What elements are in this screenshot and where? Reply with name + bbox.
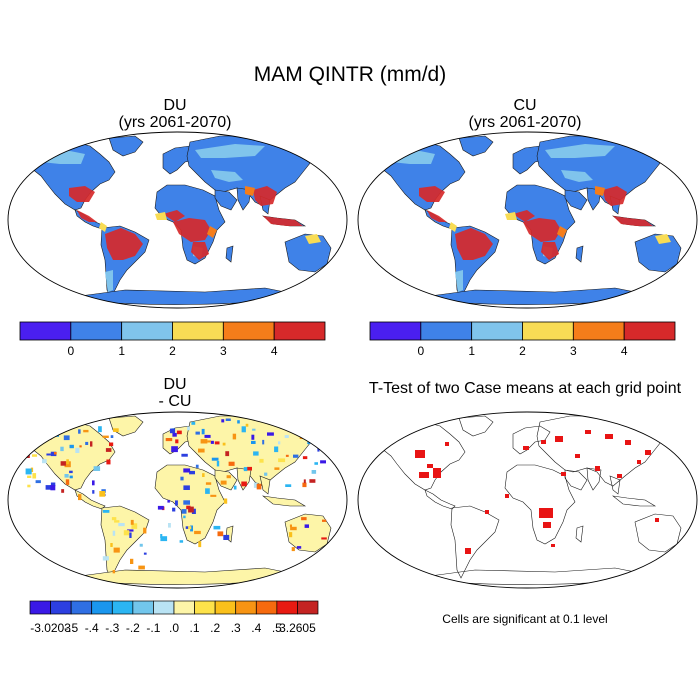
colorbar-swatch-2 (70, 600, 93, 615)
colorbar-swatch-0 (19, 321, 72, 341)
colorbar-swatch-8 (194, 600, 216, 615)
colorbar-swatch-9 (214, 600, 237, 615)
graticule-frame (357, 411, 698, 589)
colorbar-tick-label: 3 (570, 344, 577, 358)
colorbar-tick-label: .0 (169, 621, 179, 635)
colorbar-swatch-6 (153, 600, 175, 615)
colorbar-tick-label: 2 (169, 344, 176, 358)
colorbar-tick-label: 3.2605 (279, 621, 316, 635)
colorbar-tick-label: -3.0203 (30, 621, 71, 635)
colorbar-tick-label: 4 (271, 344, 278, 358)
colorbar-tick-label: 1 (118, 344, 125, 358)
panel-du-title: DU (yrs 2061-2070) (50, 97, 300, 131)
colorbar-swatch-1 (50, 600, 72, 615)
colorbar-du: 0 1 2 3 4 (19, 321, 326, 358)
colorbar-tick-label: -.1 (146, 621, 160, 635)
panel-ttest-title: T-Test of two Case means at each grid po… (368, 380, 682, 397)
graticule-frame (7, 131, 348, 309)
colorbar-tick-label: .1 (190, 621, 200, 635)
map-ttest (357, 411, 698, 589)
high-value-regions (419, 186, 653, 260)
panel-du-title-line1: DU (163, 97, 187, 114)
colorbar-swatch-13 (297, 600, 319, 615)
colorbar-swatch-11 (255, 600, 278, 615)
colorbar-tick-label: 4 (621, 344, 628, 358)
colorbar-swatch-0 (369, 321, 422, 341)
high-value-regions (69, 186, 303, 260)
colorbar-swatch-3 (172, 321, 224, 341)
colorbar-swatch-4 (572, 321, 625, 341)
colorbar-tick-label: .4 (251, 621, 261, 635)
coastlines (374, 415, 682, 585)
panel-cu-title-line1: CU (513, 97, 537, 114)
panel-diff-title-line2: - CU (158, 393, 192, 410)
graticule-frame (7, 411, 348, 589)
colorbar-swatch-5 (132, 600, 154, 615)
figure-title: MAM QINTR (mm/d) (253, 63, 447, 86)
panel-diff-title-line1: DU (163, 376, 187, 393)
mid-value-regions (449, 186, 671, 244)
colorbar-cu: 0 1 2 3 4 (369, 321, 676, 358)
colorbar-tick-label: 2 (519, 344, 526, 358)
colorbar-swatch-3 (522, 321, 574, 341)
colorbar-tick-label: .5 (272, 621, 282, 635)
colorbar-tick-label: .3 (231, 621, 241, 635)
colorbar-swatch-4 (111, 600, 134, 615)
colorbar-tick-label: -.4 (85, 621, 99, 635)
colorbar-tick-label: -.2 (126, 621, 140, 635)
colorbar-swatch-5 (273, 321, 326, 341)
colorbar-swatch-12 (276, 600, 298, 615)
colorbar-tick-label: -.5 (64, 621, 78, 635)
panel-diff-title: DU - CU (50, 376, 300, 410)
colorbar-swatch-0 (29, 600, 51, 615)
map-cu (357, 131, 698, 309)
colorbar-swatch-2 (121, 321, 173, 341)
colorbar-difference: -3.0203-.5 -.4 -.3 -.2 -.1 .0 .1 .2 .3 .4 .53.2605 (29, 600, 319, 635)
colorbar-swatch-5 (623, 321, 676, 341)
colorbar-swatch-1 (70, 321, 123, 341)
mid-value-regions (99, 186, 321, 244)
significance-note: Cells are significant at 0.1 level (442, 612, 608, 626)
panel-du-title-line2: (yrs 2061-2070) (118, 114, 232, 131)
colorbar-swatch-2 (471, 321, 523, 341)
graticule-frame (357, 131, 698, 309)
colorbar-tick-label: .2 (210, 621, 220, 635)
panel-cu-title: CU (yrs 2061-2070) (400, 97, 650, 131)
panel-cu-title-line2: (yrs 2061-2070) (468, 114, 582, 131)
colorbar-swatch-10 (235, 600, 257, 615)
colorbar-tick-label: 0 (67, 344, 74, 358)
significant-cells (395, 430, 659, 554)
land-base (24, 415, 332, 585)
map-du-minus-cu (7, 411, 348, 589)
colorbar-swatch-1 (420, 321, 473, 341)
colorbar-swatch-3 (91, 600, 113, 615)
colorbar-swatch-7 (173, 600, 195, 615)
colorbar-tick-label: 0 (417, 344, 424, 358)
colorbar-tick-label: 1 (468, 344, 475, 358)
colorbar-tick-label: -.3 (105, 621, 119, 635)
colorbar-swatch-4 (222, 321, 275, 341)
colorbar-tick-label: 3 (220, 344, 227, 358)
map-du (7, 131, 348, 309)
